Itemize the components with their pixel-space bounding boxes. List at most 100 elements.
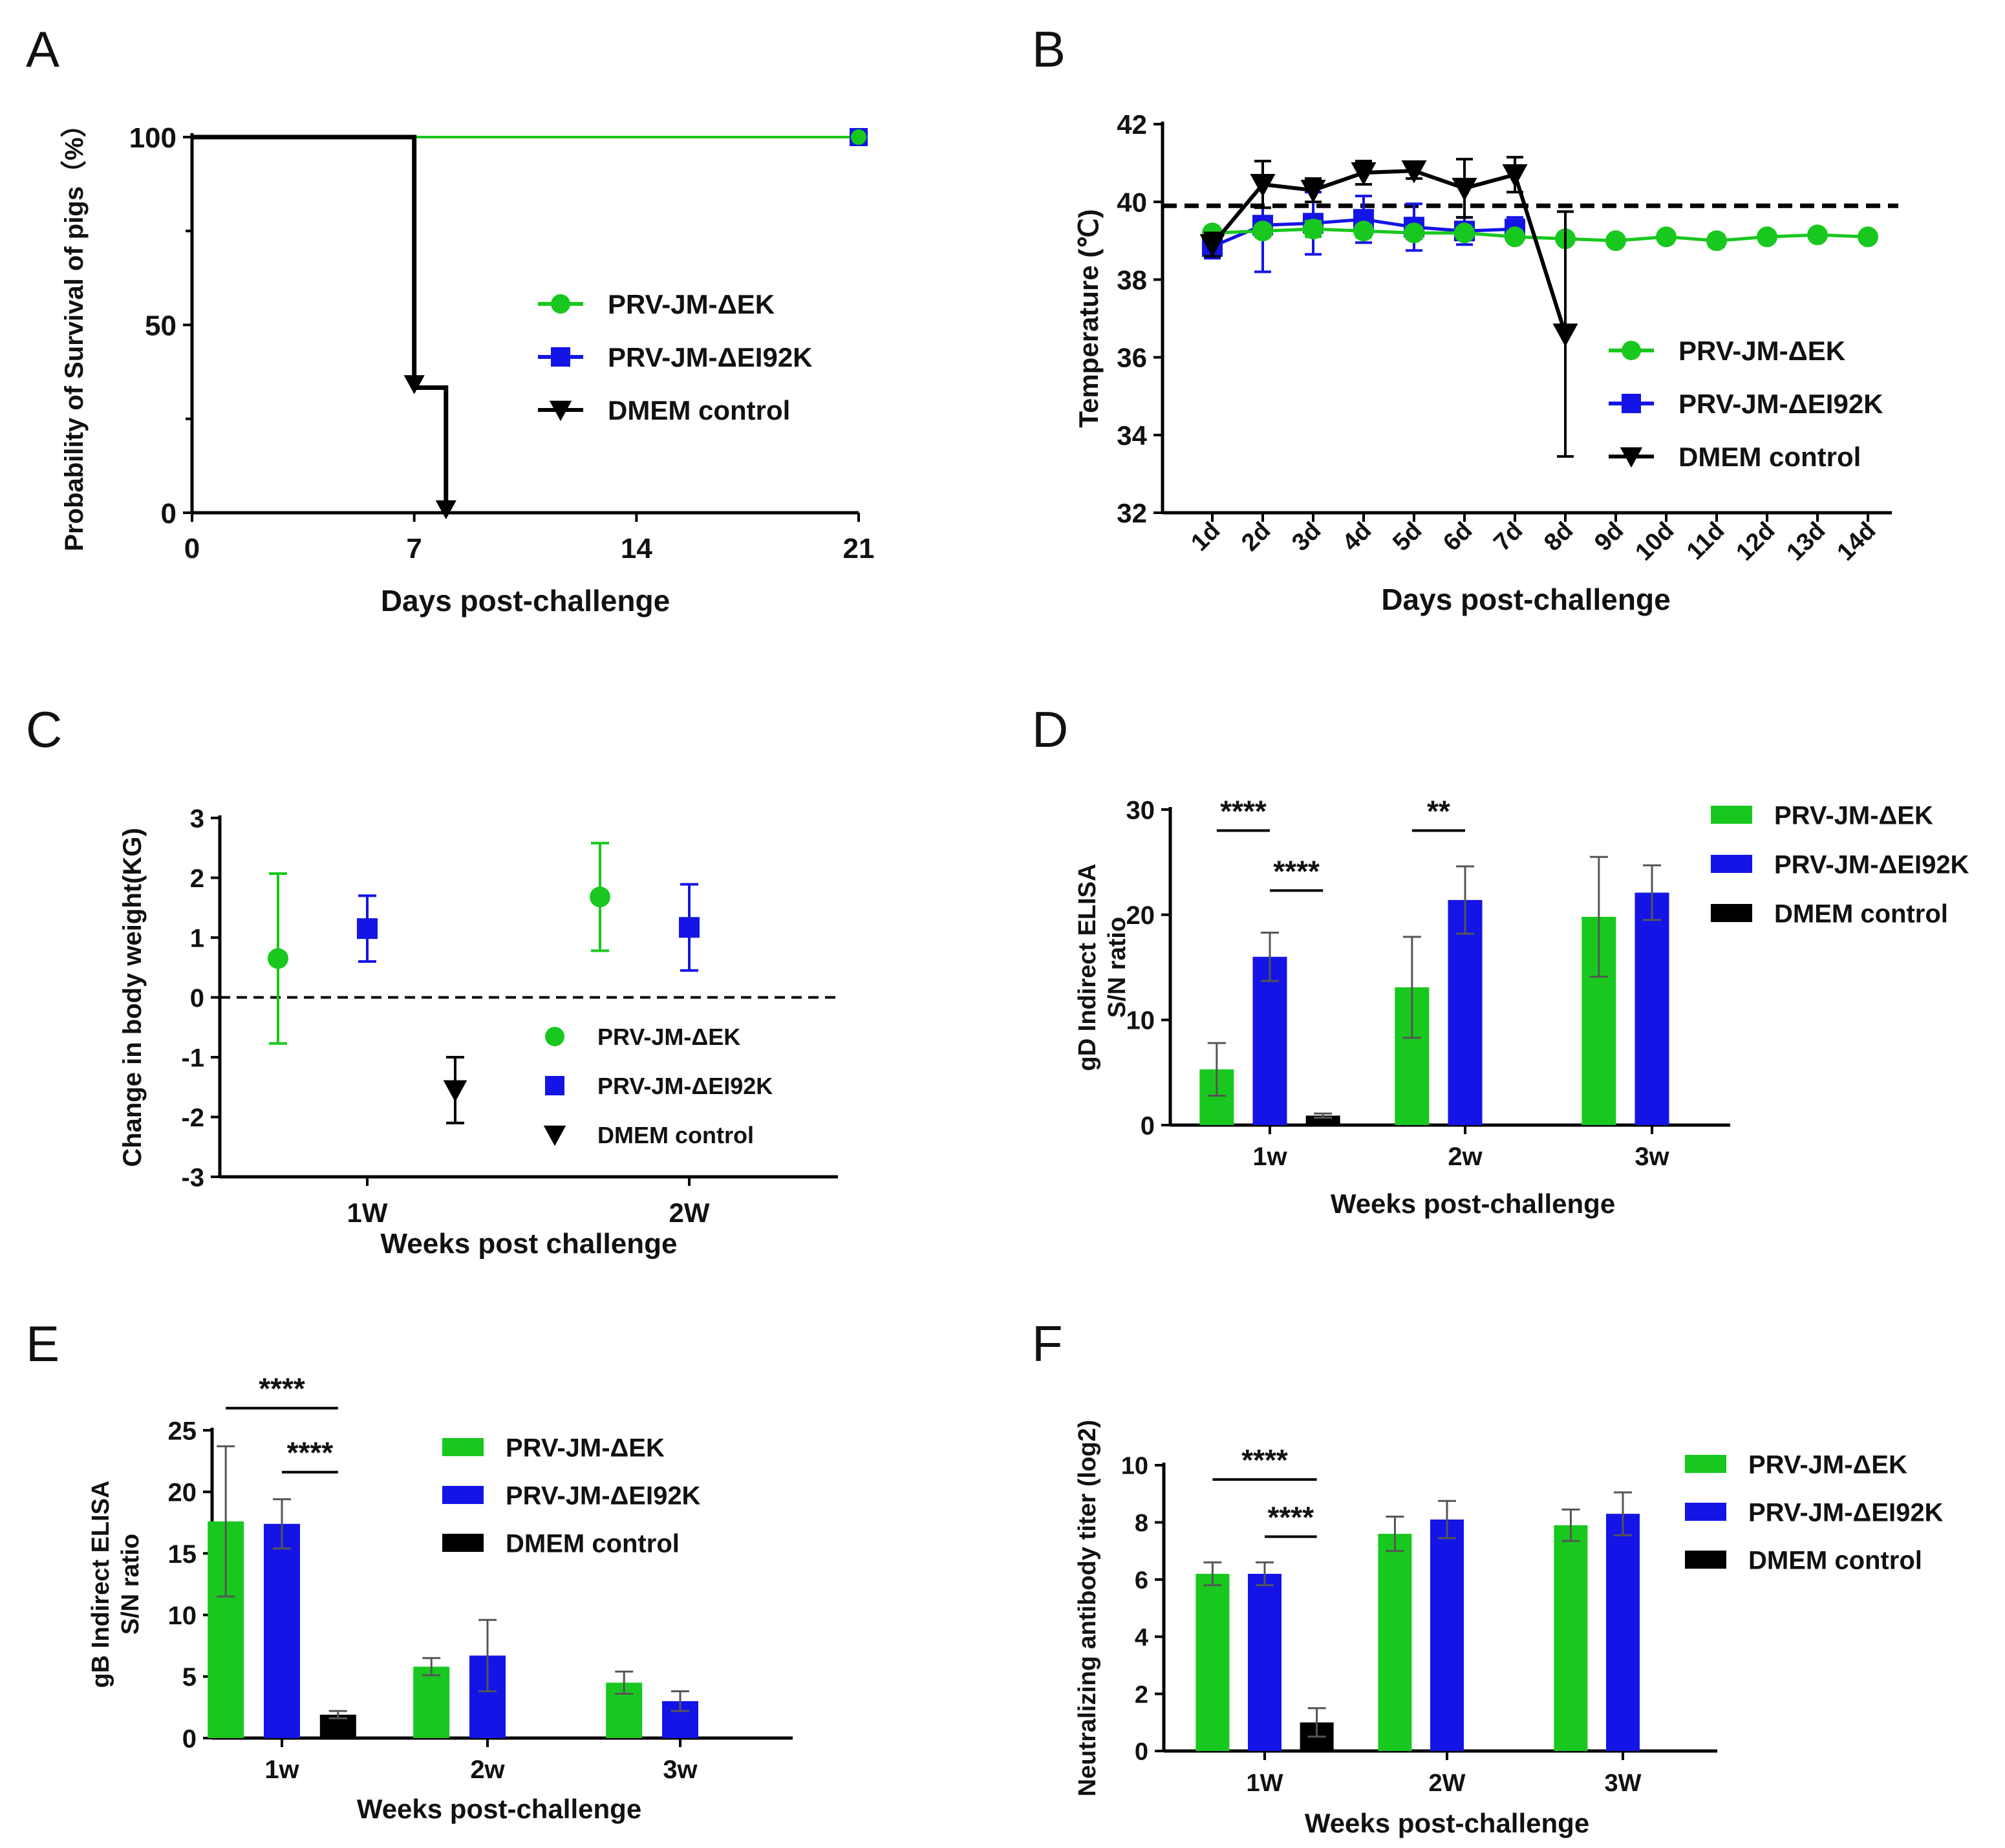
legend-label-1: PRV-JM-ΔEI92K: [506, 1481, 701, 1510]
legend-swatch-0: [1685, 1455, 1726, 1473]
legend-swatch-2: [1685, 1551, 1726, 1569]
bar-ei92k-2: [1606, 1514, 1640, 1751]
legend-label-2: DMEM control: [506, 1529, 680, 1558]
y-tick-label-1: 10: [1126, 1007, 1155, 1035]
y-tick-label-5: 25: [168, 1417, 197, 1445]
x-axis-title: Days post-challenge: [1381, 583, 1670, 616]
series-ek-marker-2: [1303, 219, 1324, 240]
y-axis-title: Probability of Survival of pigs（%）: [60, 111, 89, 551]
bar-ek-err-0: [1207, 1042, 1226, 1097]
x-tick-label-0: 1w: [264, 1756, 299, 1784]
bar-ei92k-1: [1448, 899, 1483, 1125]
series-ek-marker-12: [1807, 224, 1828, 246]
y-tick-label-2: 100: [129, 122, 177, 154]
y-tick-label-6: 3: [190, 804, 204, 833]
y-tick-label-1: 5: [182, 1663, 197, 1692]
bar-ei92k-err-0: [1261, 931, 1279, 982]
series-ei92k-marker-1: [679, 917, 700, 938]
series-ek-marker-11: [1757, 226, 1777, 248]
bar-ek-err-2: [1589, 855, 1608, 978]
y-tick-label-5: 10: [1121, 1453, 1148, 1480]
legend-label-1: PRV-JM-ΔEI92K: [1678, 389, 1883, 419]
bar-ei92k-0: [264, 1523, 300, 1738]
legend-marker-1: [551, 347, 570, 367]
y-tick-label-4: 1: [190, 924, 204, 952]
bar-ei92k-0: [1252, 956, 1287, 1125]
significance-label-1: ****: [287, 1436, 334, 1470]
y-tick-label-2: -1: [181, 1044, 204, 1072]
bar-ei92k-err-1: [1438, 1499, 1456, 1540]
legend-marker-0: [551, 294, 570, 314]
legend-marker-1: [1622, 394, 1641, 413]
y-tick-label-0: 32: [1117, 498, 1147, 528]
x-tick-label-7: 8d: [1539, 517, 1578, 557]
legend-label-2: DMEM control: [597, 1122, 754, 1148]
x-tick-label-13: 14d: [1832, 517, 1881, 566]
y-tick-label-0: 0: [1141, 1112, 1155, 1140]
y-tick-label-1: 50: [145, 310, 177, 341]
bar-ei92k-0: [1248, 1573, 1281, 1751]
y-tick-label-0: 0: [182, 1724, 197, 1753]
legend-marker-1: [545, 1076, 564, 1095]
bar-ek-err-1: [422, 1657, 441, 1677]
x-tick-label-3: 21: [843, 533, 875, 564]
y-tick-label-4: 40: [1117, 187, 1147, 217]
x-tick-label-2: 3w: [1635, 1143, 1669, 1171]
bar-ek-0: [1195, 1573, 1230, 1751]
series-dmem-step: [192, 134, 449, 513]
series-ek-marker-6: [1505, 226, 1525, 248]
legend-swatch-1: [442, 1486, 484, 1504]
series-dmem-marker-2: [1300, 180, 1326, 203]
legend-marker-2: [549, 400, 572, 422]
x-tick-label-0: 1W: [1247, 1770, 1283, 1797]
x-tick-label-0: 1d: [1186, 517, 1225, 557]
y-tick-label-4: 8: [1135, 1510, 1148, 1537]
y-axis-title: Change in body weight(KG): [118, 828, 147, 1166]
y-axis-title: Neutralizing antibody titer (log2): [1074, 1420, 1101, 1797]
x-tick-label-8: 9d: [1589, 517, 1629, 557]
series-ei92k-marker-0: [357, 918, 378, 940]
legend-label-1: PRV-JM-ΔEI92K: [608, 342, 813, 372]
series-ek-marker-end: [851, 129, 866, 145]
x-axis-title: Days post-challenge: [381, 584, 670, 618]
y-tick-label-2: 4: [1135, 1624, 1148, 1651]
y-tick-label-3: 30: [1126, 796, 1155, 824]
bar-ek-err-1: [1386, 1516, 1404, 1553]
bar-ek-err-2: [1561, 1509, 1580, 1542]
bar-ek-err-0: [1203, 1561, 1222, 1587]
legend-marker-0: [545, 1027, 564, 1046]
y-axis-title-line-1: S/N ratio: [1104, 917, 1131, 1018]
legend-label-2: DMEM control: [608, 395, 790, 425]
significance-label-0: ****: [1220, 795, 1267, 828]
panel-letter-c: C: [26, 701, 62, 758]
panel-letter-e: E: [26, 1315, 59, 1372]
y-tick-label-3: 6: [1135, 1567, 1148, 1594]
x-tick-label-3: 4d: [1337, 517, 1377, 557]
x-axis-title: Weeks post-challenge: [1305, 1808, 1589, 1838]
legend-marker-2: [1620, 447, 1643, 468]
x-tick-label-1: 2W: [669, 1198, 710, 1228]
series-dmem-marker-3: [1351, 162, 1377, 186]
bar-ei92k-err-1: [1456, 865, 1474, 935]
bar-ei92k-2: [1635, 892, 1669, 1125]
significance-label-2: **: [1427, 795, 1450, 828]
series-ek-marker-8: [1605, 230, 1626, 252]
panel-letter-b: B: [1032, 21, 1066, 78]
legend-label-0: PRV-JM-ΔEK: [1748, 1450, 1907, 1479]
legend-swatch-1: [1685, 1503, 1726, 1521]
panel-letter-d: D: [1032, 701, 1068, 758]
x-tick-label-9: 10d: [1630, 517, 1679, 566]
bar-ek-err-1: [1402, 936, 1421, 1039]
legend-label-2: DMEM control: [1748, 1546, 1922, 1574]
significance-label-0: ****: [1241, 1443, 1288, 1477]
series-dmem-marker-5: [1452, 178, 1477, 201]
y-tick-label-0: 0: [1135, 1739, 1148, 1766]
x-tick-label-1: 2w: [1448, 1143, 1483, 1171]
legend-swatch-1: [1711, 855, 1752, 873]
y-tick-label-4: 20: [168, 1479, 197, 1507]
x-tick-label-12: 13d: [1781, 517, 1830, 566]
bar-ei92k-1: [1430, 1519, 1464, 1751]
